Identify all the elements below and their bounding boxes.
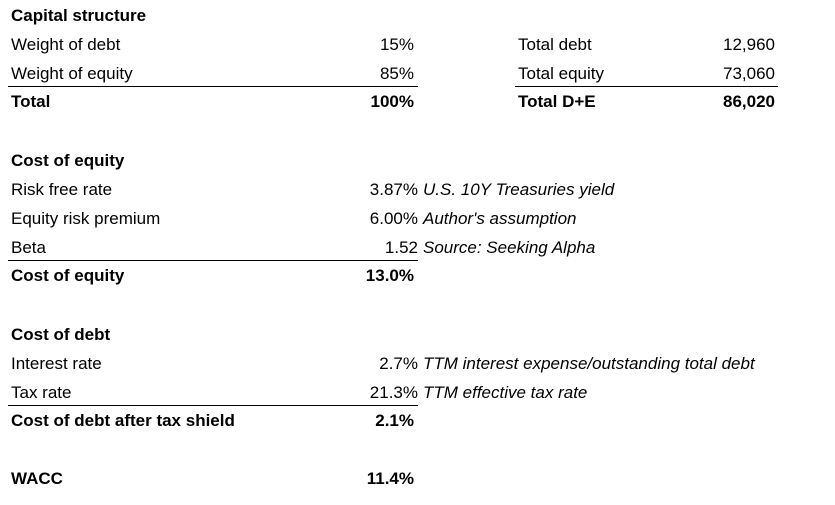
total-debt-label: Total debt <box>518 35 592 54</box>
weight-of-equity-label: Weight of equity <box>11 64 133 83</box>
total-equity-label: Total equity <box>518 64 604 83</box>
beta-note: Source: Seeking Alpha <box>423 238 596 257</box>
total-de-divider <box>515 86 778 87</box>
capital-structure-total-divider <box>8 86 418 87</box>
equity-risk-premium-value: 6.00% <box>369 209 418 228</box>
cost-of-debt-total-divider <box>8 405 418 406</box>
beta-value: 1.52 <box>384 238 418 257</box>
cost-of-equity-total-label: Cost of equity <box>11 266 125 285</box>
risk-free-rate-value: 3.87% <box>369 180 418 199</box>
tax-rate-note: TTM effective tax rate <box>423 383 588 402</box>
cost-of-equity-total-value: 13.0% <box>365 266 414 285</box>
total-de-label: Total D+E <box>518 92 596 111</box>
cost-of-equity-title: Cost of equity <box>11 151 125 170</box>
equity-risk-premium-label: Equity risk premium <box>11 209 161 228</box>
wacc-value: 11.4% <box>366 469 414 488</box>
weight-of-equity-value: 85% <box>379 64 414 83</box>
risk-free-rate-note: U.S. 10Y Treasuries yield <box>423 180 615 199</box>
weight-of-debt-value: 15% <box>379 35 414 54</box>
cost-of-debt-title: Cost of debt <box>11 325 111 344</box>
risk-free-rate-label: Risk free rate <box>11 180 113 199</box>
total-de-value: 86,020 <box>723 92 775 111</box>
tax-rate-label: Tax rate <box>11 383 72 402</box>
cost-of-debt-total-label: Cost of debt after tax shield <box>11 411 235 430</box>
beta-label: Beta <box>11 238 46 257</box>
interest-rate-value: 2.7% <box>379 354 418 373</box>
weight-of-debt-label: Weight of debt <box>11 35 121 54</box>
interest-rate-label: Interest rate <box>11 354 102 373</box>
wacc-label: WACC <box>11 469 63 488</box>
capital-structure-title: Capital structure <box>11 6 147 25</box>
total-equity-value: 73,060 <box>723 64 775 83</box>
cost-of-equity-total-divider <box>8 260 418 261</box>
cost-of-debt-total-value: 2.1% <box>375 411 414 430</box>
equity-risk-premium-note: Author's assumption <box>423 209 577 228</box>
capital-structure-total-label: Total <box>11 92 51 111</box>
interest-rate-note: TTM interest expense/outstanding total d… <box>423 354 755 373</box>
capital-structure-total-value: 100% <box>370 92 414 111</box>
total-debt-value: 12,960 <box>723 35 775 54</box>
tax-rate-value: 21.3% <box>369 383 418 402</box>
